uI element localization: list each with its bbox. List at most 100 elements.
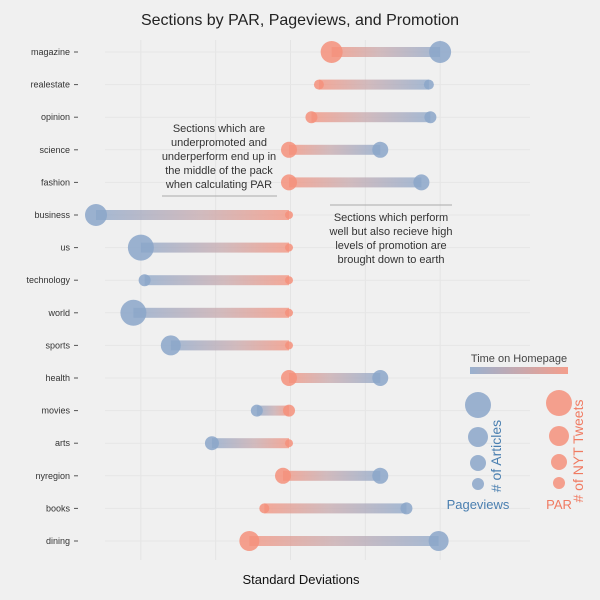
- category-label: fashion: [41, 177, 70, 187]
- range-bar: [289, 177, 422, 188]
- legend-time-on-homepage: Time on Homepage: [471, 353, 567, 365]
- range-bar: [331, 47, 441, 57]
- category-label: movies: [41, 406, 70, 416]
- annotation-underpromoted: Sections which are underpromoted and und…: [162, 123, 277, 197]
- row-sports: sports: [45, 335, 530, 356]
- category-label: nyregion: [35, 471, 70, 481]
- par-point: [281, 174, 298, 191]
- legend-tweets-label: # of NYT Tweets: [570, 400, 586, 503]
- legend-tweet-circle: [551, 454, 567, 470]
- range-bar: [211, 438, 290, 449]
- category-label: us: [60, 243, 70, 253]
- legend-article-circle: [465, 392, 491, 418]
- category-label: technology: [26, 275, 70, 285]
- annotation-line: underperform end up in: [162, 151, 276, 163]
- annotation-line: well but also recieve high: [329, 226, 453, 238]
- row-arts: arts: [55, 436, 530, 451]
- pageviews-point: [85, 204, 107, 226]
- row-us: us: [60, 234, 530, 261]
- legend: Time on Homepage # of Articles # of NYT …: [447, 353, 586, 512]
- range-bar: [144, 275, 290, 286]
- annotation-brought-down: Sections which perform well but also rec…: [329, 204, 453, 266]
- par-point: [313, 79, 324, 90]
- category-label: realestate: [30, 80, 70, 90]
- pageviews-point: [127, 234, 154, 261]
- row-nyregion: nyregion: [35, 467, 530, 484]
- par-point: [259, 503, 270, 514]
- annotation-line: Sections which perform: [334, 212, 448, 224]
- annotation-line: when calculating PAR: [165, 179, 272, 191]
- pageviews-point: [204, 436, 219, 451]
- pageviews-point: [160, 335, 181, 356]
- legend-par-label: PAR: [546, 497, 572, 512]
- pageviews-point: [423, 79, 434, 90]
- category-label: dining: [46, 536, 70, 546]
- row-magazine: magazine: [31, 41, 530, 63]
- par-point: [320, 41, 343, 63]
- pageviews-point: [413, 174, 430, 191]
- chart-title: Sections by PAR, Pageviews, and Promotio…: [141, 12, 459, 29]
- range-bar: [96, 210, 290, 220]
- range-bar: [283, 470, 381, 481]
- row-science: science: [39, 141, 530, 158]
- range-bar: [289, 373, 381, 383]
- pageviews-point: [429, 41, 452, 63]
- annotation-line: the middle of the pack: [165, 165, 273, 177]
- legend-articles-label: # of Articles: [488, 420, 504, 492]
- legend-article-circle: [470, 455, 486, 471]
- annotation-line: brought down to earth: [337, 254, 444, 266]
- row-fashion: fashion: [41, 174, 530, 191]
- legend-tweet-circle: [553, 477, 565, 489]
- range-bar: [289, 144, 381, 155]
- category-label: world: [47, 308, 70, 318]
- par-point: [275, 467, 292, 484]
- row-realestate: realestate: [30, 79, 530, 90]
- row-world: world: [47, 299, 530, 326]
- row-movies: movies: [41, 404, 530, 417]
- range-bar: [311, 112, 431, 123]
- legend-gradient-bar: [470, 367, 568, 374]
- par-point: [285, 439, 294, 448]
- range-bar: [140, 242, 290, 253]
- row-health: health: [45, 370, 530, 386]
- category-label: arts: [55, 438, 71, 448]
- rows: magazine realestate opinion science fashion b…: [26, 41, 530, 551]
- pageviews-point: [372, 370, 389, 386]
- par-point: [239, 531, 260, 551]
- row-business: business: [34, 204, 530, 226]
- legend-tweet-circle: [546, 390, 572, 416]
- category-label: opinion: [41, 112, 70, 122]
- row-opinion: opinion: [41, 111, 530, 124]
- x-axis-label: Standard Deviations: [242, 572, 360, 587]
- range-bar: [133, 307, 290, 318]
- category-label: business: [34, 210, 70, 220]
- par-point: [285, 211, 294, 219]
- par-point: [285, 276, 294, 285]
- pageviews-point: [120, 299, 147, 326]
- range-bar: [264, 503, 407, 514]
- par-point: [285, 341, 294, 350]
- legend-article-circle: [468, 427, 488, 447]
- par-point: [281, 370, 298, 386]
- legend-article-circle: [472, 478, 484, 490]
- category-label: books: [46, 503, 71, 513]
- par-point: [281, 141, 298, 158]
- pageviews-point: [138, 274, 151, 287]
- par-point: [285, 308, 294, 317]
- range-bar: [249, 536, 439, 546]
- row-dining: dining: [46, 531, 530, 551]
- annotation-line: levels of promotion are: [335, 240, 446, 252]
- par-point: [305, 111, 318, 124]
- pageviews-point: [372, 141, 389, 158]
- range-bar: [318, 79, 429, 90]
- category-label: magazine: [31, 47, 70, 57]
- range-bar: [256, 405, 290, 416]
- annotation-line: Sections which are: [173, 123, 265, 135]
- legend-tweet-circle: [549, 426, 569, 446]
- pageviews-point: [250, 404, 263, 417]
- pageviews-point: [424, 111, 437, 124]
- par-point: [283, 404, 296, 417]
- pageviews-point: [428, 531, 449, 551]
